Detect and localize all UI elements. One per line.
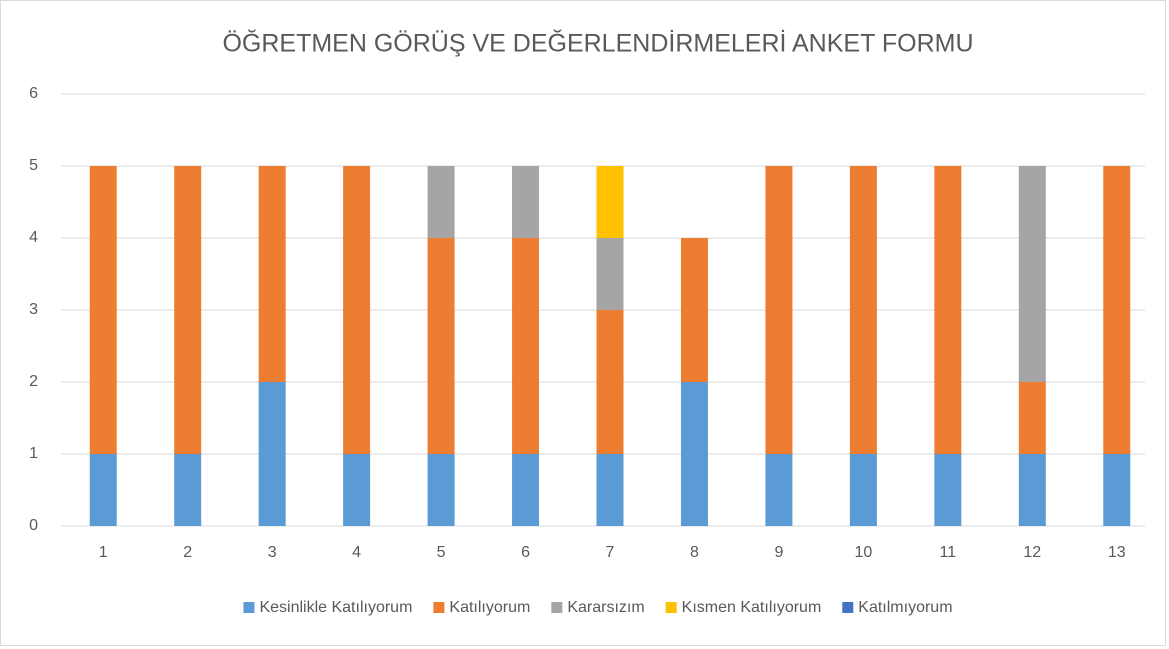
y-tick-label: 5 (29, 157, 38, 174)
bar-segment (1103, 454, 1131, 526)
x-tick-label: 4 (352, 544, 361, 561)
bar-segment (680, 238, 708, 382)
bar-segment (258, 166, 286, 382)
bar-segment (934, 166, 962, 454)
bar-segment (512, 454, 540, 526)
y-tick-label: 1 (29, 445, 38, 462)
bar-segment (1018, 454, 1046, 526)
x-tick-label: 13 (1108, 544, 1126, 561)
legend-label: Kısmen Katılıyorum (682, 599, 822, 616)
x-tick-label: 1 (99, 544, 108, 561)
bar-segment (512, 166, 540, 238)
legend-label: Kesinlikle Katılıyorum (259, 599, 412, 616)
x-tick-label: 10 (854, 544, 872, 561)
legend-label: Katılmıyorum (858, 599, 952, 616)
x-tick-label: 6 (521, 544, 530, 561)
bar-segment (849, 454, 877, 526)
bar-segment (1018, 382, 1046, 454)
legend-swatch (551, 602, 563, 613)
y-tick-label: 3 (29, 301, 38, 318)
bar-segment (89, 454, 117, 526)
bar-segment (849, 166, 877, 454)
x-tick-label: 7 (606, 544, 615, 561)
y-tick-label: 2 (29, 373, 38, 390)
legend-swatch (665, 602, 677, 613)
bar-segment (343, 454, 371, 526)
x-tick-label: 11 (940, 544, 957, 561)
x-tick-label: 8 (690, 544, 699, 561)
bar-segment (512, 238, 540, 454)
bar-segment (596, 238, 624, 310)
x-tick-label: 3 (268, 544, 277, 561)
bar-segment (680, 382, 708, 526)
chart-title: ÖĞRETMEN GÖRÜŞ VE DEĞERLENDİRMELERİ ANKE… (222, 29, 973, 58)
y-tick-label: 4 (29, 229, 38, 246)
bar-segment (765, 454, 793, 526)
x-tick-label: 5 (437, 544, 446, 561)
x-tick-label: 2 (183, 544, 192, 561)
x-tick-label: 12 (1023, 544, 1041, 561)
legend-swatch (842, 602, 854, 613)
bar-segment (174, 166, 202, 454)
bar-segment (427, 454, 455, 526)
bar-segment (89, 166, 117, 454)
bar-segment (934, 454, 962, 526)
bar-segment (343, 166, 371, 454)
bar-segment (258, 382, 286, 526)
bar-segment (596, 166, 624, 238)
legend-swatch (433, 602, 445, 613)
bar-segment (596, 454, 624, 526)
bar-segment (427, 166, 455, 238)
x-tick-label: 9 (774, 544, 783, 561)
bar-segment (174, 454, 202, 526)
legend-label: Katılıyorum (449, 599, 530, 616)
legend-label: Kararsızım (567, 599, 644, 616)
bar-segment (427, 238, 455, 454)
y-tick-label: 6 (29, 85, 38, 102)
bar-segment (1018, 166, 1046, 382)
legend-swatch (243, 602, 255, 613)
y-tick-label: 0 (29, 517, 38, 534)
bar-segment (765, 166, 793, 454)
bar-segment (1103, 166, 1131, 454)
bar-segment (596, 310, 624, 454)
